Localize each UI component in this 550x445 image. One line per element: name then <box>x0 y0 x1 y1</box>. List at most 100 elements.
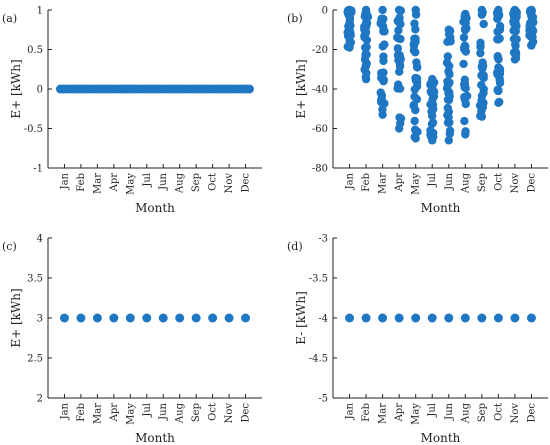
data-point <box>377 73 386 83</box>
x-tick-label: Jul <box>142 173 153 188</box>
x-tick-label: Mar <box>92 403 103 424</box>
data-point <box>479 19 488 29</box>
x-tick-label: Sep <box>477 403 488 422</box>
data-point <box>76 313 86 323</box>
data-point <box>494 86 503 95</box>
data-point <box>477 62 486 71</box>
data-point <box>494 55 503 64</box>
y-tick-label: 4 <box>37 234 43 245</box>
data-point <box>428 85 437 94</box>
data-point <box>345 18 354 28</box>
y-tick-label: -4 <box>318 314 328 325</box>
x-tick-label: Feb <box>361 403 372 422</box>
data-point <box>477 313 487 323</box>
data-point <box>361 74 371 84</box>
data-point <box>362 18 372 28</box>
x-tick-label: Sep <box>191 403 202 422</box>
x-tick-label: Feb <box>76 173 87 192</box>
x-tick-label: May <box>125 403 136 425</box>
x-tick-label: Jun <box>444 172 455 190</box>
x-tick-label: May <box>411 173 422 195</box>
data-point <box>109 313 119 323</box>
panel-label: (b) <box>287 12 303 25</box>
x-tick-label: Mar <box>92 173 103 194</box>
data-point <box>427 129 436 139</box>
data-point <box>444 313 454 323</box>
data-point <box>345 43 354 52</box>
data-point <box>412 74 422 83</box>
data-point <box>175 313 185 323</box>
x-tick-label: May <box>411 403 422 425</box>
data-point <box>208 313 218 323</box>
data-point <box>476 38 485 48</box>
x-tick-label: Oct <box>208 403 219 421</box>
data-point <box>378 5 387 15</box>
data-point <box>378 110 387 119</box>
x-tick-label: Jul <box>427 403 438 418</box>
y-tick-label: 3 <box>37 314 43 325</box>
data-point <box>459 33 469 42</box>
panel-b: -80 -60 -40 -20 0 Jan Feb Mar Apr May Jul Jun Aug Sep… <box>287 5 548 215</box>
x-tick-label: Oct <box>208 173 219 191</box>
x-tick-label: Jun <box>158 402 169 420</box>
data-point <box>362 35 372 45</box>
x-tick-label: Mar <box>378 173 389 194</box>
data-point <box>244 84 254 94</box>
data-point <box>241 313 251 323</box>
data-point <box>459 59 468 69</box>
x-axis-label: Month <box>421 201 461 215</box>
data-point <box>393 16 403 26</box>
data-point <box>511 26 521 36</box>
y-tick-label: -1 <box>33 164 43 175</box>
y-tick-label: 0 <box>37 85 43 96</box>
y-tick-label: 0 <box>322 6 328 17</box>
x-tick-label: Dec <box>526 403 537 423</box>
y-tick-label: 2 <box>37 394 43 405</box>
x-tick-label: Feb <box>361 173 372 192</box>
data-point <box>460 83 469 92</box>
data-point <box>443 52 452 61</box>
panel-label: (a) <box>2 12 17 25</box>
data-point <box>411 134 420 143</box>
data-point <box>410 92 419 101</box>
data-point <box>142 313 152 323</box>
data-point <box>494 98 503 108</box>
y-tick-label: -60 <box>312 124 328 135</box>
data-point <box>379 27 388 36</box>
data-point <box>395 60 405 69</box>
y-tick-label: 0.5 <box>27 45 43 56</box>
x-tick-label: Jan <box>59 402 70 420</box>
data-point <box>393 51 403 60</box>
data-point <box>345 313 355 323</box>
data-point <box>495 76 505 85</box>
data-point <box>394 5 404 15</box>
y-tick-label: -40 <box>312 85 328 96</box>
data-point <box>224 313 234 323</box>
data-point <box>460 24 470 34</box>
x-tick-label: Nov <box>510 403 521 424</box>
data-point <box>427 107 437 116</box>
data-point <box>410 116 419 126</box>
y-axis-label: E+ [kWh] <box>9 59 23 118</box>
x-tick-label: Jan <box>345 402 356 420</box>
data-point <box>428 74 437 84</box>
x-tick-label: Jan <box>345 172 356 190</box>
data-point <box>191 313 201 323</box>
data-point <box>478 103 488 112</box>
data-point <box>479 88 488 98</box>
x-tick-label: Nov <box>224 173 235 194</box>
data-point <box>409 100 419 110</box>
x-tick-label: Apr <box>109 173 120 193</box>
data-point <box>460 116 469 126</box>
data-point <box>444 25 453 34</box>
data-point <box>125 313 135 323</box>
data-point <box>478 71 487 81</box>
x-tick-label: Nov <box>510 173 521 194</box>
x-tick-label: Oct <box>493 173 504 191</box>
data-point <box>526 32 536 41</box>
x-axis-label: Month <box>135 201 175 215</box>
data-point <box>361 5 371 15</box>
panel-label: (c) <box>2 240 17 253</box>
x-axis-label: Month <box>421 431 461 445</box>
data-point <box>526 313 536 323</box>
